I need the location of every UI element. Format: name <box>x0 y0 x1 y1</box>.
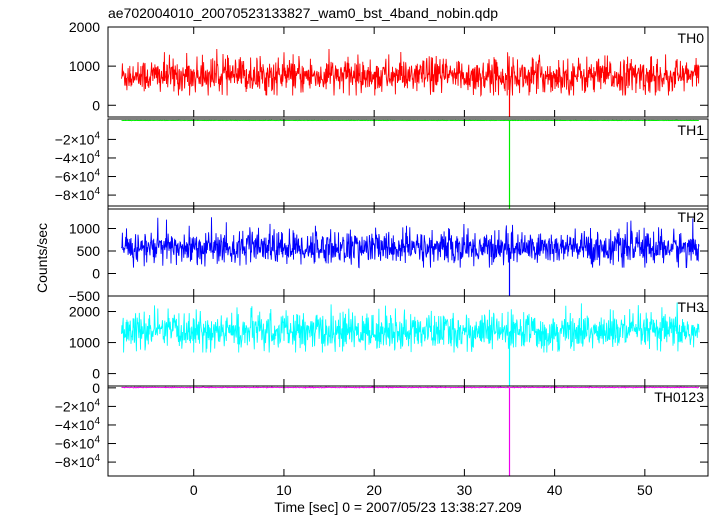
y-tick-label: 500 <box>77 243 101 259</box>
x-tick-label: 0 <box>190 482 198 498</box>
y-tick-label: 0 <box>92 366 100 382</box>
panel-label-th0: TH0 <box>678 30 705 46</box>
panel-label-th2: TH2 <box>678 209 705 225</box>
series-line-th2 <box>121 217 700 269</box>
y-tick-label: −4×104 <box>55 149 101 166</box>
panel-label-th1: TH1 <box>678 122 705 138</box>
y-tick-label: −2×104 <box>55 397 101 414</box>
series-line-th1 <box>121 119 700 122</box>
panel-frame <box>107 118 709 210</box>
y-tick-label: 1000 <box>69 335 100 351</box>
y-tick-label: 0 <box>92 97 100 113</box>
series-line-th0 <box>121 48 700 98</box>
y-tick-label: 1000 <box>69 221 100 237</box>
y-tick-label: −2×104 <box>55 130 101 147</box>
panel-frame <box>107 385 709 477</box>
x-tick-label: 30 <box>457 482 473 498</box>
panels: 010002000TH0−2×104−4×104−6×104−8×104TH1−… <box>55 19 709 498</box>
x-tick-label: 50 <box>637 482 653 498</box>
panel-th0: 0 1000 2000 TH0 <box>69 19 709 118</box>
panel-th3: 0 1000 2000 TH3 <box>69 295 709 387</box>
y-tick-label: −8×104 <box>55 186 101 203</box>
y-tick-label: 0 <box>92 266 100 282</box>
y-tick-label: 2000 <box>69 304 100 320</box>
y-tick-label: 1000 <box>69 58 100 74</box>
y-tick-label: −8×104 <box>55 453 101 470</box>
chart-title: ae702004010_20070523133827_wam0_bst_4ban… <box>108 5 498 21</box>
series-line-th0123 <box>121 386 700 389</box>
y-tick-label: −6×104 <box>55 435 101 452</box>
x-tick-label: 20 <box>366 482 382 498</box>
panel-label-th3: TH3 <box>678 299 705 315</box>
y-tick-label: 2000 <box>69 19 100 35</box>
y-tick-label: 0 <box>92 380 100 396</box>
series-line-th3 <box>121 302 700 353</box>
panel-label-th0123: TH0123 <box>654 389 704 405</box>
x-axis-label: Time [sec] 0 = 2007/05/23 13:38:27.209 <box>274 499 522 515</box>
y-tick-label: −4×104 <box>55 416 101 433</box>
panel-th1: −2×104 −4×104 −6×104−8×104 TH1 <box>55 118 709 210</box>
y-tick-label: −500 <box>68 288 100 304</box>
x-tick-label: 10 <box>276 482 292 498</box>
y-tick-label: −6×104 <box>55 168 101 185</box>
y-axis-label: Counts/sec <box>34 223 50 293</box>
panel-th0123: 0−2×104 −4×104 −6×104−8×104 TH0123 <box>55 380 709 477</box>
x-tick-label: 40 <box>547 482 563 498</box>
panel-th2: −500 0 500 1000 TH2 <box>68 205 709 304</box>
panel-frame <box>107 26 709 118</box>
